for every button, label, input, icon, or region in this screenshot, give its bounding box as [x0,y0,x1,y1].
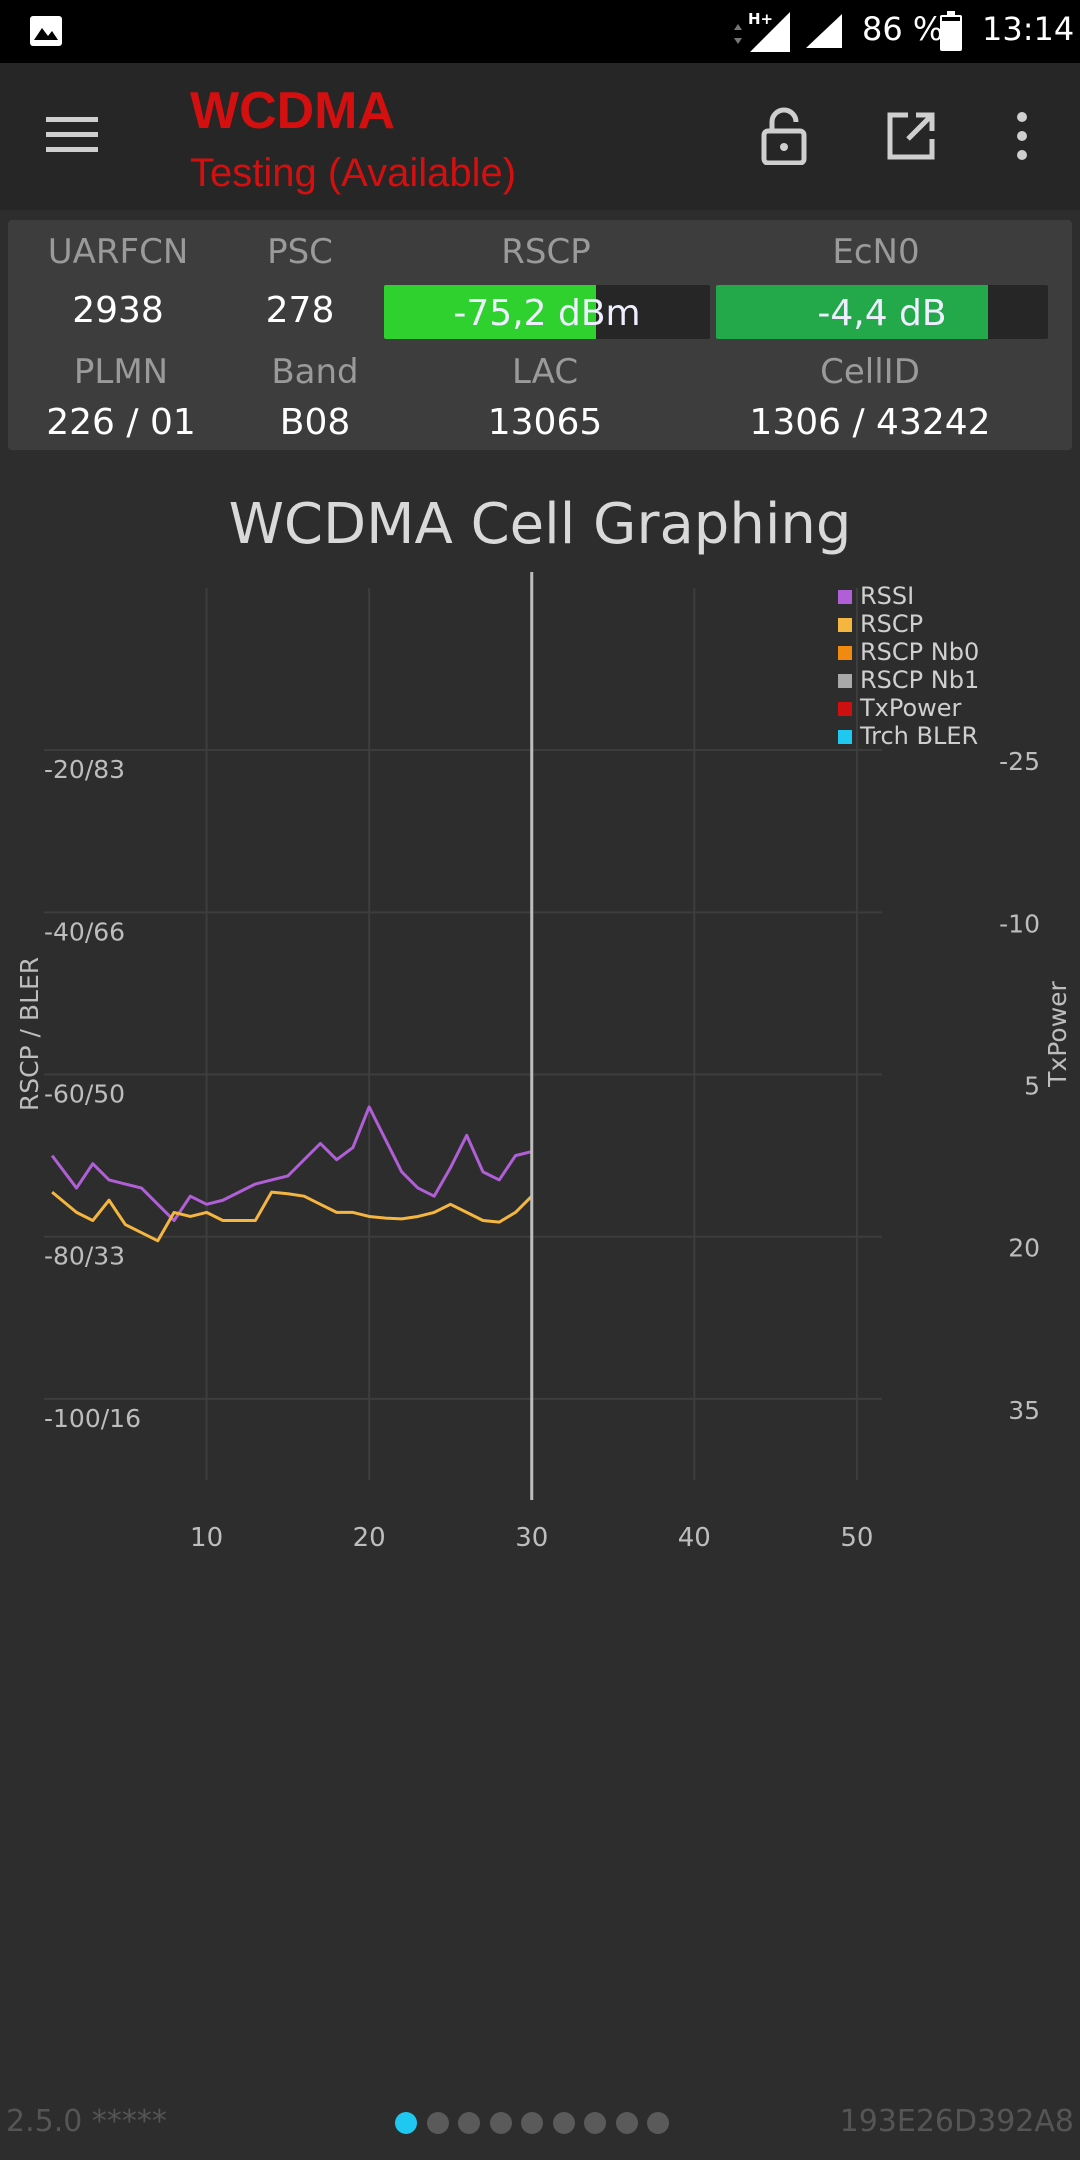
more-vert-icon[interactable] [1010,111,1034,161]
rscp-level-bar: -75,2 dBm [384,285,710,339]
legend-label: RSCP Nb0 [860,638,979,666]
legend-swatch [838,646,852,660]
x-tick-label: 20 [353,1523,386,1553]
page-dot[interactable] [458,2112,480,2134]
battery-percent: 86 % [862,10,944,48]
legend-label: TxPower [859,694,962,722]
y2-axis-title: TxPower [1043,980,1072,1087]
psc-value: 278 [265,290,335,331]
uarfcn-value: 2938 [72,290,164,331]
legend-label: RSCP [860,610,923,638]
y2-tick-label: 35 [1008,1396,1040,1425]
page-dot[interactable] [615,2112,638,2134]
rscp-bar-fill [384,285,596,339]
series-line-rscp [51,1190,533,1243]
legend-swatch [838,702,852,716]
lock-open-icon[interactable] [760,107,808,165]
y-tick-label: -20/83 [44,755,125,784]
x-tick-label: 40 [678,1523,711,1553]
legend-swatch [838,730,852,744]
mobile-signal-icon: H+ [734,10,790,52]
legend-swatch [838,674,852,688]
app-title: WCDMA [190,82,396,140]
legend-label: RSSI [860,582,914,610]
y2-tick-label: 20 [1008,1234,1040,1263]
menu-icon[interactable] [46,115,98,155]
y2-tick-label: -25 [999,747,1040,776]
ecn0-label: EcN0 [832,232,920,272]
series-line-rssi [50,1105,533,1223]
page-dot[interactable] [584,2112,606,2134]
page-dot[interactable] [552,2112,575,2134]
legend-label: Trch BLER [859,722,978,750]
y-axis-title: RSCP / BLER [15,957,44,1111]
band-label: Band [271,352,359,392]
app-bar: WCDMA Testing (Available) [0,63,1080,210]
legend-swatch [838,618,852,632]
x-tick-label: 30 [515,1523,548,1553]
chart-title: WCDMA Cell Graphing [228,492,852,557]
battery-icon [940,11,962,51]
y2-tick-label: 5 [1024,1072,1040,1101]
lac-label: LAC [511,352,579,392]
uarfcn-label: UARFCN [47,232,189,272]
cell-info-panel: UARFCN PSC RSCP EcN0 2938 278 -75,2 dBm … [8,220,1072,450]
page-dot[interactable] [521,2112,543,2134]
device-id-label: 193E26D392A8 [839,2104,1074,2139]
page-dot[interactable] [426,2112,449,2134]
image-notification-icon [30,16,62,46]
status-bar: H+ 86 % 13:14 [0,0,1080,63]
x-tick-label: 10 [190,1523,223,1553]
cellid-label: CellID [820,352,920,392]
page-dot[interactable] [395,2112,417,2134]
y-tick-label: -80/33 [44,1242,125,1271]
page-indicator [395,2112,675,2138]
cellid-value: 1306 / 43242 [749,402,991,443]
signal-chart[interactable]: 10 20 30 40 50 -20/83 -40/66 -60/50 -80/33 -100/1… [0,560,1080,1560]
app-subtitle: Testing (Available) [190,151,517,195]
ecn0-value: -4,4 dB [817,293,947,334]
network-type-label: H+ [748,10,773,28]
y2-tick-label: -10 [999,909,1040,938]
lac-value: 13065 [487,402,603,443]
psc-label: PSC [267,232,333,272]
plmn-label: PLMN [73,352,169,392]
y-tick-label: -100/16 [44,1404,141,1433]
plmn-value: 226 / 01 [46,402,196,443]
rscp-value: -75,2 dBm [453,293,641,334]
clock: 13:14 [982,10,1075,48]
legend-swatch [838,590,852,604]
legend-label: RSCP Nb1 [860,666,979,694]
y-tick-label: -40/66 [44,917,125,946]
ecn0-bar-fill [716,285,989,339]
signal-icon [806,14,842,48]
y-tick-label: -60/50 [44,1080,125,1109]
open-external-icon[interactable] [886,111,936,161]
rscp-label: RSCP [501,232,591,272]
x-tick-label: 50 [840,1523,873,1553]
ecn0-level-bar: -4,4 dB [716,285,1048,339]
band-value: B08 [279,402,351,443]
page-dot[interactable] [647,2112,669,2134]
page-dot[interactable] [489,2112,512,2134]
version-label: 2.5.0 ***** [6,2104,167,2139]
